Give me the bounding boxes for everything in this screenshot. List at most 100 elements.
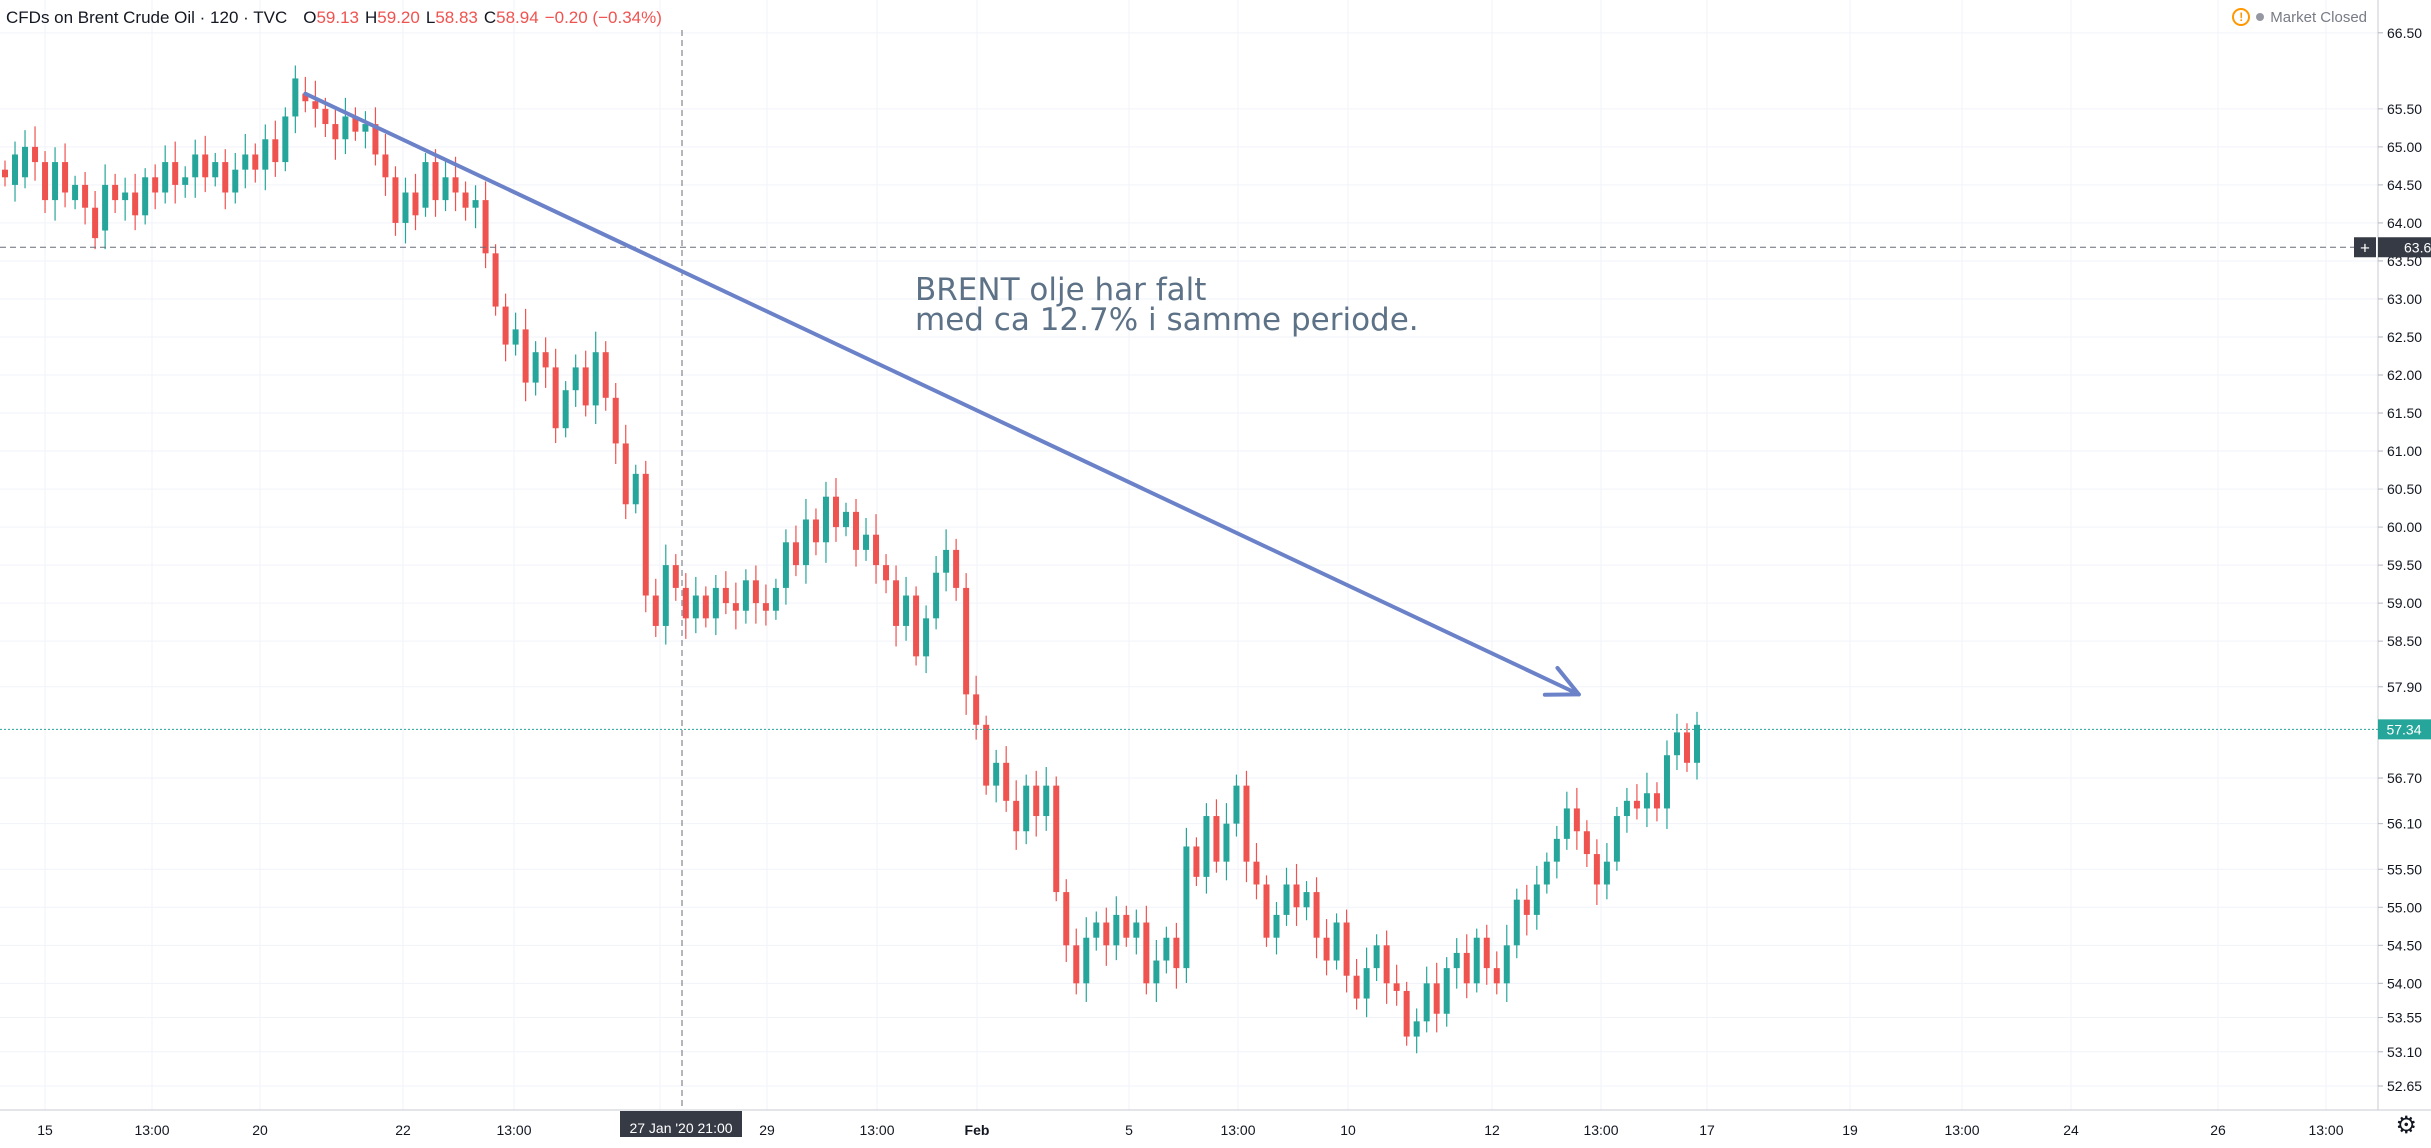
candle-body	[1694, 724, 1700, 763]
time-tick-label: 20	[252, 1122, 268, 1138]
candle-body	[122, 192, 129, 201]
candle-body	[492, 253, 499, 307]
candle-body	[602, 352, 609, 398]
candle-body	[1343, 922, 1350, 976]
candle-body	[302, 93, 309, 102]
candle-body	[853, 511, 860, 550]
candle-body	[1313, 892, 1320, 938]
price-tick-label: 63.00	[2387, 291, 2422, 307]
candle-body	[943, 549, 950, 573]
symbol-header: CFDs on Brent Crude Oil · 120 · TVC O 59.…	[0, 0, 662, 36]
candle-body	[402, 192, 409, 223]
candle-body	[822, 496, 829, 543]
candle-body	[1173, 937, 1180, 969]
candle-body	[162, 162, 169, 193]
candle-body	[1543, 861, 1550, 885]
candle-body	[702, 595, 709, 619]
symbol-title[interactable]: CFDs on Brent Crude Oil · 120 · TVC	[6, 8, 288, 27]
price-tick-label: 55.50	[2387, 861, 2422, 877]
price-tick-label: 54.50	[2387, 937, 2422, 953]
candle-body	[973, 694, 980, 725]
candle-body	[562, 390, 569, 429]
candle-body	[752, 580, 759, 604]
crosshair-price-label: 63.68	[2404, 239, 2431, 255]
plus-icon[interactable]: +	[2360, 238, 2370, 257]
trend-arrow-head[interactable]	[1542, 665, 1581, 697]
candle-body	[1083, 937, 1090, 984]
candle-body	[222, 162, 229, 193]
candle-body	[42, 162, 49, 201]
candle-body	[512, 329, 519, 345]
time-tick-label: 13:00	[859, 1122, 894, 1138]
warning-icon[interactable]: !	[2232, 8, 2251, 26]
time-tick-label: 13:00	[2308, 1122, 2343, 1138]
candle-body	[923, 618, 930, 657]
candle-body	[1503, 945, 1510, 984]
candle-body	[842, 511, 849, 528]
candle-body	[62, 162, 69, 193]
candle-body	[1323, 937, 1330, 961]
candle-body	[883, 565, 890, 581]
open-label: O	[303, 8, 317, 27]
candle-body	[82, 184, 89, 208]
candle-body	[432, 162, 439, 201]
candle-body	[1183, 846, 1190, 969]
market-status-label: Market Closed	[2270, 8, 2367, 26]
time-tick-label: 13:00	[496, 1122, 531, 1138]
gear-icon[interactable]: ⚙	[2395, 1112, 2417, 1139]
candle-body	[1013, 800, 1020, 832]
last-price-tag	[2378, 719, 2431, 740]
plus-icon-bg[interactable]	[2354, 237, 2376, 258]
candle-body	[1663, 755, 1670, 809]
price-tick-label: 59.00	[2387, 595, 2422, 611]
price-axis: 66.5065.5065.0064.5064.0063.5063.0062.50…	[2377, 0, 2422, 1110]
drawings-layer[interactable]: 63.68 +27 Jan '20 21:00 57.34	[0, 30, 2431, 1137]
annotation-line-1[interactable]: BRENT olje har falt	[915, 272, 1206, 308]
candle-body	[712, 587, 719, 619]
candle-body	[642, 473, 649, 596]
annotation-line-2[interactable]: med ca 12.7% i samme periode.	[915, 302, 1419, 338]
market-status[interactable]: ! Market Closed	[2232, 8, 2367, 26]
last-price-label: 57.34	[2386, 721, 2421, 737]
candle-body	[782, 542, 789, 588]
candle-body	[552, 367, 559, 429]
candle-body	[182, 177, 189, 185]
candle-body	[1273, 914, 1280, 938]
candle-body	[452, 177, 459, 193]
candle-body	[2, 169, 8, 178]
candle-body	[1033, 785, 1040, 817]
candle-body	[1243, 785, 1250, 862]
candle-body	[1213, 816, 1220, 862]
candle-body	[212, 162, 219, 178]
candle-body	[1023, 785, 1030, 832]
candle-body	[772, 587, 779, 611]
candle-body	[1373, 945, 1380, 969]
price-tick-label: 65.50	[2387, 101, 2422, 117]
candle-body	[1553, 838, 1560, 862]
candle-body	[963, 587, 970, 695]
candle-body	[322, 108, 329, 125]
candle-body	[953, 549, 960, 588]
price-tick-label: 56.70	[2387, 770, 2422, 786]
candle-body	[22, 146, 29, 178]
candle-body	[732, 603, 739, 611]
low-value: 58.83	[435, 8, 478, 27]
candle-body	[1473, 937, 1480, 984]
candle-body	[1133, 922, 1140, 938]
candle-body	[742, 580, 749, 611]
crosshair-time-label: 27 Jan '20 21:00	[629, 1120, 732, 1136]
candle-body	[1363, 968, 1370, 999]
candle-body	[1673, 732, 1680, 756]
candle-body	[812, 519, 819, 543]
candle-body	[1603, 861, 1610, 885]
candle-body	[92, 207, 99, 239]
candle-body	[372, 124, 379, 155]
candle-body	[1303, 892, 1310, 908]
candle-body	[132, 192, 139, 216]
candle-body	[1123, 914, 1130, 938]
candle-body	[422, 162, 429, 208]
candle-body	[1283, 884, 1290, 915]
candle-body	[1573, 808, 1580, 832]
trend-arrow[interactable]	[303, 91, 1581, 697]
